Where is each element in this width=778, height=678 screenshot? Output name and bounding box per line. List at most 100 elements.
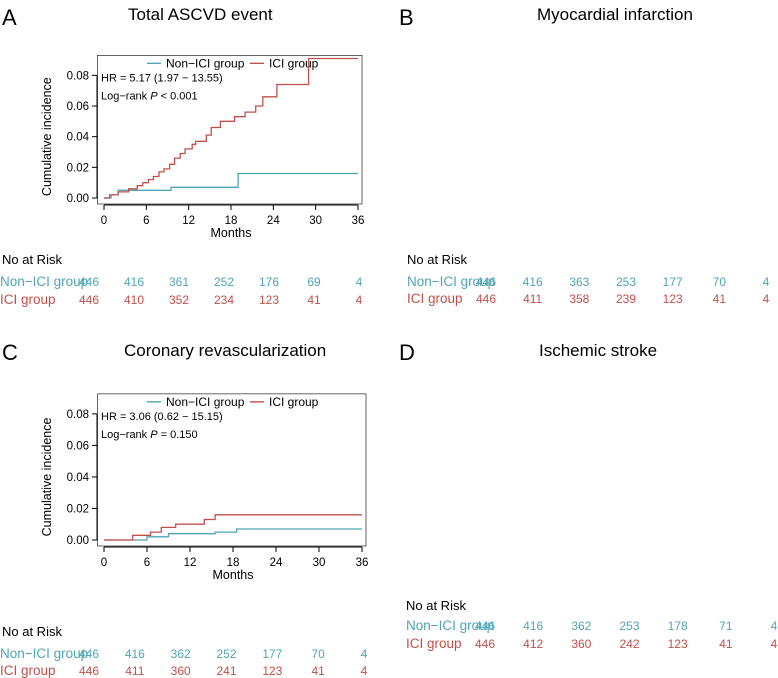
log-rank-text: Log−rank P = 0.150 (101, 429, 198, 441)
risk-count: 252 (213, 275, 235, 289)
risk-count: 71 (719, 619, 733, 633)
km-curve-ici (104, 57, 358, 199)
risk-count: 446 (475, 292, 497, 306)
risk-count: 410 (123, 293, 145, 307)
y-tick-label: 0.04 (67, 132, 90, 144)
plot-frame (97, 393, 367, 547)
risk-count: 358 (569, 292, 590, 306)
risk-count: 69 (307, 275, 321, 289)
risk-count: 123 (667, 637, 688, 651)
y-tick-label: 0.02 (67, 503, 89, 515)
panel-letter: C (2, 340, 18, 365)
risk-count: 4 (355, 275, 363, 289)
risk-count: 41 (311, 664, 325, 678)
no-at-risk-header: No at Risk (2, 252, 62, 267)
risk-count: 4 (762, 275, 770, 289)
x-tick-label: 0 (101, 215, 107, 227)
y-tick-label: 0.08 (67, 409, 89, 421)
x-tick-label: 36 (356, 557, 369, 569)
risk-count: 41 (307, 293, 321, 307)
risk-count: 252 (216, 647, 237, 661)
risk-count: 4 (360, 647, 368, 661)
km-panel-c: C Coronary revascularization 0.00 0.02 0.04 0… (0, 326, 389, 678)
risk-count: 446 (78, 647, 100, 661)
km-panel-a: A Total ASCVD event 0.00 0.02 0.04 0.06 0.08 Cu… (0, 0, 389, 326)
risk-count: 4 (770, 637, 778, 651)
x-tick-label: 0 (101, 557, 107, 569)
y-axis-label: Cumulative incidence (40, 417, 54, 536)
risk-row-label-non-ici: Non−ICI group (0, 274, 89, 289)
risk-row-label-non-ici: Non−ICI group (406, 618, 495, 633)
chart-title: Myocardial infarction (537, 5, 693, 24)
hazard-ratio-text: HR = 5.17 (1.97 − 13.55) (101, 72, 223, 84)
risk-count: 4 (360, 664, 368, 678)
risk-count: 41 (719, 637, 733, 651)
legend-label-ici: ICI group (269, 395, 319, 409)
no-at-risk-header: No at Risk (407, 252, 467, 267)
risk-row-label-ici: ICI group (407, 291, 463, 306)
x-tick-label: 36 (352, 215, 365, 227)
y-axis-label: Cumulative incidence (40, 77, 54, 196)
x-tick-label: 24 (267, 215, 280, 227)
y-tick-label: 0.08 (67, 70, 89, 82)
risk-count: 241 (216, 664, 237, 678)
risk-count: 253 (619, 619, 640, 633)
chart-title: Ischemic stroke (539, 341, 658, 360)
risk-count: 362 (170, 647, 191, 661)
risk-count: 411 (523, 292, 543, 306)
x-tick-label: 6 (143, 215, 149, 227)
risk-count: 123 (258, 293, 280, 307)
plot-frame (97, 55, 363, 205)
chart-title: Coronary revascularization (124, 341, 327, 360)
risk-count: 446 (474, 637, 496, 651)
risk-count: 446 (475, 275, 497, 289)
y-tick-label: 0.02 (67, 162, 89, 174)
x-tick-label: 30 (309, 215, 322, 227)
chart-title: Total ASCVD event (128, 5, 273, 24)
x-axis-label: Months (213, 568, 254, 582)
x-tick-label: 18 (225, 215, 238, 227)
risk-row-label-ici: ICI group (0, 663, 56, 678)
x-tick-label: 18 (227, 557, 240, 569)
risk-row-label-ici: ICI group (0, 292, 56, 307)
risk-count: 361 (168, 275, 190, 289)
risk-count: 41 (712, 292, 726, 306)
km-plot: 0.00 0.02 0.04 0.06 0.08 Cumulative incidence… (40, 55, 365, 240)
no-at-risk-header: No at Risk (406, 598, 466, 613)
risk-count: 4 (762, 292, 770, 306)
km-curve-non-ici (104, 172, 358, 199)
x-tick-label: 12 (184, 557, 197, 569)
x-tick-label: 12 (182, 215, 195, 227)
risk-count: 177 (662, 275, 683, 289)
risk-count: 411 (125, 664, 145, 678)
risk-count: 416 (123, 275, 145, 289)
risk-count: 234 (213, 293, 235, 307)
risk-row-label-non-ici: Non−ICI group (407, 274, 496, 289)
km-curve-ici (104, 514, 362, 541)
legend-label-non-ici: Non−ICI group (166, 56, 245, 70)
risk-count: 177 (262, 647, 283, 661)
risk-count: 446 (78, 293, 100, 307)
risk-count: 70 (712, 275, 726, 289)
risk-count: 4 (355, 293, 363, 307)
no-at-risk-header: No at Risk (2, 624, 62, 639)
risk-count: 416 (522, 275, 543, 289)
panel-letter: A (2, 5, 17, 30)
y-tick-label: 0.06 (67, 440, 89, 452)
x-tick-label: 6 (144, 557, 150, 569)
risk-count: 412 (523, 637, 544, 651)
legend-label-ici: ICI group (269, 56, 319, 70)
legend-label-non-ici: Non−ICI group (166, 395, 245, 409)
panel-letter: D (399, 340, 415, 365)
risk-count: 446 (474, 619, 496, 633)
y-tick-label: 0.04 (67, 472, 90, 484)
y-tick-label: 0.06 (67, 101, 89, 113)
hazard-ratio-text: HR = 3.06 (0.62 − 15.15) (101, 411, 223, 423)
risk-count: 239 (615, 292, 637, 306)
risk-count: 178 (667, 619, 688, 633)
risk-count: 446 (78, 275, 100, 289)
risk-count: 360 (571, 637, 592, 651)
risk-count: 362 (571, 619, 592, 633)
y-tick-label: 0.00 (67, 193, 89, 205)
